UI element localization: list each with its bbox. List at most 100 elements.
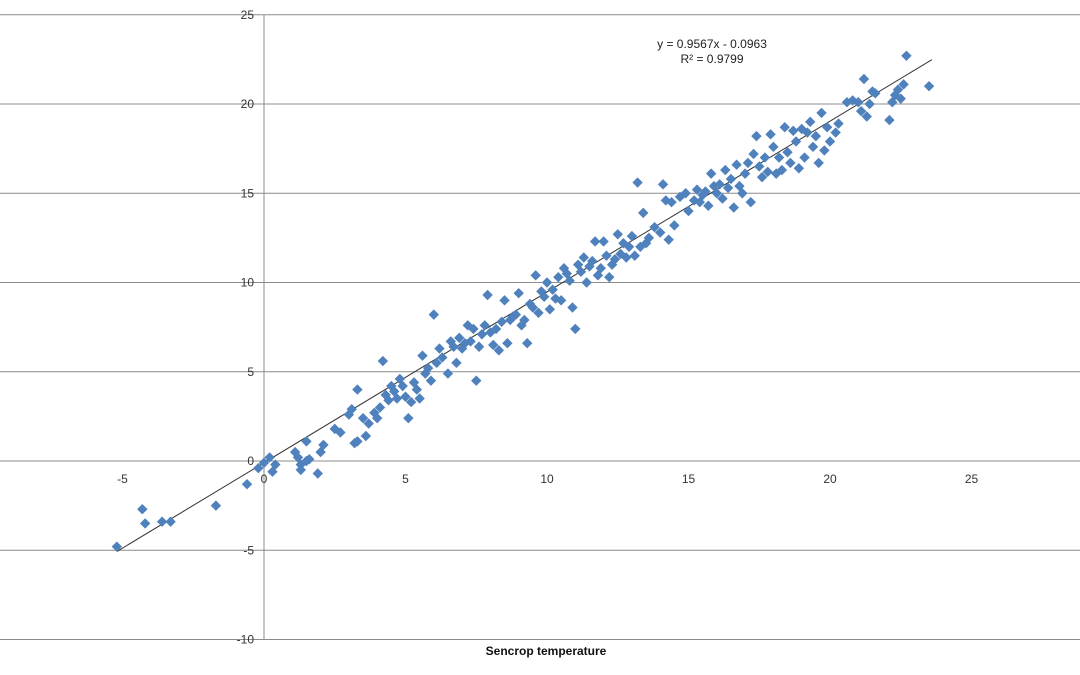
data-point bbox=[861, 111, 872, 122]
data-point bbox=[742, 157, 754, 169]
data-point bbox=[703, 200, 714, 211]
data-point bbox=[895, 93, 906, 104]
data-point bbox=[490, 323, 502, 335]
data-point bbox=[270, 459, 281, 470]
data-point bbox=[618, 238, 629, 249]
data-point bbox=[601, 250, 612, 261]
data-point bbox=[411, 384, 423, 395]
data-point bbox=[657, 179, 669, 190]
y-tick-label: -10 bbox=[237, 633, 255, 647]
data-point bbox=[884, 114, 895, 126]
data-point bbox=[773, 152, 785, 163]
data-point bbox=[547, 284, 558, 295]
data-point bbox=[357, 412, 369, 424]
data-point bbox=[621, 252, 632, 263]
data-point bbox=[502, 337, 513, 349]
tick-labels: -10 -5 0 5 10 15 20 25 -5 0 5 10 15 20 25 bbox=[117, 8, 978, 647]
data-point bbox=[428, 309, 439, 320]
data-point bbox=[400, 391, 411, 402]
data-point bbox=[530, 270, 541, 281]
data-point bbox=[649, 221, 660, 233]
trendline-r2: R² = 0.9799 bbox=[680, 52, 743, 66]
trendline-equation: y = 0.9567x - 0.0963 bbox=[657, 37, 767, 51]
data-points bbox=[111, 50, 935, 552]
data-point bbox=[666, 196, 677, 208]
data-point bbox=[312, 468, 323, 479]
data-point bbox=[417, 350, 428, 361]
data-point bbox=[496, 316, 507, 327]
data-point bbox=[589, 236, 601, 247]
data-point bbox=[541, 277, 553, 288]
data-point bbox=[346, 404, 357, 415]
y-tick-label: 5 bbox=[247, 365, 254, 379]
data-point bbox=[295, 464, 306, 476]
data-point bbox=[725, 173, 737, 185]
x-tick-label: 25 bbox=[965, 472, 979, 486]
data-point bbox=[405, 396, 417, 408]
data-point bbox=[720, 164, 731, 176]
data-point bbox=[437, 352, 448, 363]
data-point bbox=[830, 127, 841, 138]
data-point bbox=[655, 227, 666, 238]
data-point bbox=[442, 368, 454, 379]
data-point bbox=[598, 236, 609, 247]
data-point bbox=[892, 84, 904, 95]
data-point bbox=[352, 384, 363, 395]
axes bbox=[0, 14, 1080, 640]
data-point bbox=[352, 436, 363, 447]
data-point bbox=[669, 220, 680, 231]
data-point bbox=[156, 516, 168, 527]
data-point bbox=[632, 177, 643, 188]
data-point bbox=[737, 188, 748, 199]
data-point bbox=[748, 148, 759, 160]
data-point bbox=[471, 375, 482, 386]
data-point bbox=[612, 229, 623, 240]
data-point bbox=[638, 207, 649, 219]
data-point bbox=[558, 263, 570, 274]
data-point bbox=[527, 302, 539, 313]
data-point bbox=[538, 291, 550, 302]
data-point bbox=[374, 402, 386, 413]
y-tick-label: 20 bbox=[241, 97, 255, 111]
data-point bbox=[383, 395, 394, 406]
data-point bbox=[137, 503, 148, 515]
data-point bbox=[765, 129, 776, 140]
data-point bbox=[804, 116, 816, 128]
data-point bbox=[544, 304, 556, 315]
data-point bbox=[493, 345, 505, 356]
y-tick-label: 25 bbox=[241, 8, 255, 22]
data-point bbox=[901, 50, 912, 62]
data-point bbox=[864, 98, 875, 110]
data-point bbox=[555, 295, 567, 306]
data-point bbox=[870, 88, 881, 99]
data-point bbox=[785, 157, 796, 169]
data-point bbox=[451, 357, 462, 369]
data-point bbox=[793, 163, 805, 174]
data-point bbox=[488, 339, 499, 351]
data-point bbox=[663, 234, 674, 245]
data-point bbox=[768, 141, 779, 153]
data-point bbox=[521, 337, 533, 349]
x-tick-label: -5 bbox=[117, 472, 128, 486]
data-point bbox=[448, 341, 459, 352]
data-point bbox=[372, 412, 383, 424]
data-point bbox=[604, 271, 615, 283]
data-point bbox=[318, 439, 329, 451]
data-point bbox=[731, 159, 742, 170]
data-point bbox=[700, 186, 711, 197]
data-point bbox=[841, 97, 853, 108]
data-point bbox=[802, 127, 813, 138]
x-tick-label: 5 bbox=[402, 472, 409, 486]
data-point bbox=[592, 270, 604, 281]
data-point bbox=[708, 180, 720, 192]
data-point bbox=[425, 375, 437, 386]
data-point bbox=[855, 105, 867, 117]
data-point bbox=[788, 125, 799, 136]
data-point bbox=[465, 336, 476, 347]
data-point bbox=[626, 230, 638, 242]
data-point bbox=[745, 196, 756, 208]
data-point bbox=[683, 205, 694, 217]
